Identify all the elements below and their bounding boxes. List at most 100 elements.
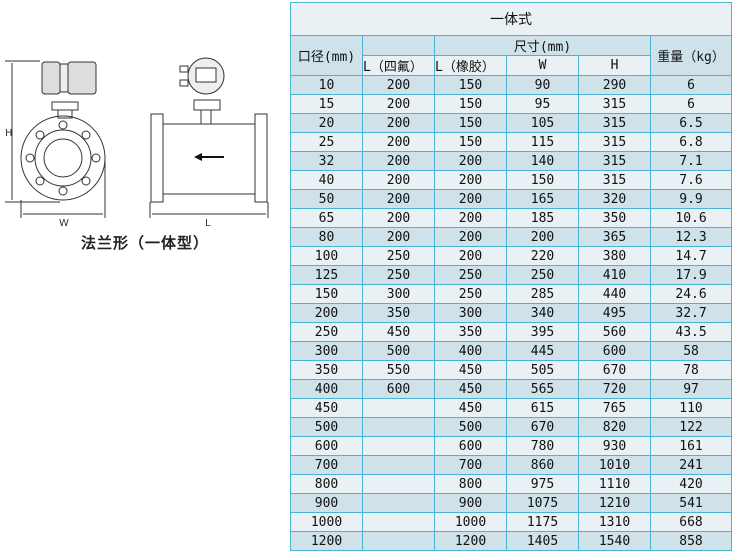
cell-l-rubber: 800 [434, 474, 507, 494]
cell-w: 185 [506, 208, 579, 228]
cell-l-rubber: 150 [434, 75, 507, 95]
cell-w: 1175 [506, 512, 579, 532]
header-h: H [578, 55, 651, 76]
cell-w: 1075 [506, 493, 579, 513]
cell-weight: 6.8 [649, 132, 733, 152]
cell-weight: 7.1 [649, 151, 733, 171]
header-weight: 重量（kg） [649, 35, 733, 76]
table-row: 500 500 670 820 122 [290, 417, 733, 437]
cell-w: 975 [506, 474, 579, 494]
cell-weight: 241 [649, 455, 733, 475]
cell-w: 1405 [506, 531, 579, 551]
cell-l-ptfe: 300 [362, 284, 435, 304]
cell-diameter: 25 [290, 132, 363, 152]
cell-l-rubber: 900 [434, 493, 507, 513]
cell-weight: 161 [649, 436, 733, 456]
cell-w: 285 [506, 284, 579, 304]
table-row: 700 700 860 1010 241 [290, 455, 733, 475]
cell-l-rubber: 400 [434, 341, 507, 361]
cell-weight: 14.7 [649, 246, 733, 266]
cell-h: 720 [578, 379, 651, 399]
cell-l-ptfe: 200 [362, 75, 435, 95]
cell-weight: 122 [649, 417, 733, 437]
cell-l-ptfe: 600 [362, 379, 435, 399]
flange-meter-diagram: H W L [5, 57, 269, 229]
dimension-table: 一体式 口径(mm) 尺寸(mm) 重量（kg） L（四氟） L（橡胶） W H… [289, 2, 733, 551]
cell-l-rubber: 200 [434, 151, 507, 171]
cell-weight: 6 [649, 94, 733, 114]
cell-diameter: 800 [290, 474, 363, 494]
cell-h: 1540 [578, 531, 651, 551]
cell-l-rubber: 250 [434, 284, 507, 304]
table-row: 800 800 975 1110 420 [290, 474, 733, 494]
cell-weight: 541 [649, 493, 733, 513]
cell-l-rubber: 450 [434, 360, 507, 380]
table-row: 20 200 150 105 315 6.5 [290, 113, 733, 133]
cell-diameter: 150 [290, 284, 363, 304]
cell-l-rubber: 200 [434, 189, 507, 209]
cell-h: 410 [578, 265, 651, 285]
cell-l-rubber: 600 [434, 436, 507, 456]
cell-diameter: 700 [290, 455, 363, 475]
table-row: 40 200 200 150 315 7.6 [290, 170, 733, 190]
cell-l-rubber: 250 [434, 265, 507, 285]
table-row: 50 200 200 165 320 9.9 [290, 189, 733, 209]
cell-w: 105 [506, 113, 579, 133]
cell-w: 200 [506, 227, 579, 247]
cell-diameter: 900 [290, 493, 363, 513]
cell-l-ptfe: 200 [362, 113, 435, 133]
table-row: 450 450 615 765 110 [290, 398, 733, 418]
cell-w: 615 [506, 398, 579, 418]
header-l-ptfe: L（四氟） [362, 55, 435, 76]
cell-weight: 58 [649, 341, 733, 361]
cell-l-ptfe: 350 [362, 303, 435, 323]
cell-l-ptfe: 250 [362, 265, 435, 285]
table-row: 150 300 250 285 440 24.6 [290, 284, 733, 304]
cell-h: 320 [578, 189, 651, 209]
table-row: 15 200 150 95 315 6 [290, 94, 733, 114]
cell-l-ptfe: 200 [362, 170, 435, 190]
cell-l-rubber: 200 [434, 170, 507, 190]
cell-h: 380 [578, 246, 651, 266]
cell-w: 140 [506, 151, 579, 171]
cell-l-rubber: 150 [434, 113, 507, 133]
header-size: 尺寸(mm) [434, 35, 651, 56]
cell-w: 445 [506, 341, 579, 361]
cell-diameter: 500 [290, 417, 363, 437]
cell-weight: 6 [649, 75, 733, 95]
cell-l-ptfe [362, 531, 435, 551]
cell-l-ptfe: 200 [362, 227, 435, 247]
cell-l-ptfe [362, 417, 435, 437]
cell-l-ptfe: 200 [362, 189, 435, 209]
cell-h: 930 [578, 436, 651, 456]
cell-weight: 17.9 [649, 265, 733, 285]
cell-l-rubber: 300 [434, 303, 507, 323]
cell-l-ptfe [362, 493, 435, 513]
cell-h: 820 [578, 417, 651, 437]
cell-diameter: 400 [290, 379, 363, 399]
table-row: 600 600 780 930 161 [290, 436, 733, 456]
cell-w: 395 [506, 322, 579, 342]
cell-w: 90 [506, 75, 579, 95]
cell-h: 440 [578, 284, 651, 304]
cell-diameter: 100 [290, 246, 363, 266]
cell-h: 350 [578, 208, 651, 228]
cell-diameter: 40 [290, 170, 363, 190]
table-row: 1000 1000 1175 1310 668 [290, 512, 733, 532]
cell-weight: 43.5 [649, 322, 733, 342]
cell-h: 315 [578, 151, 651, 171]
table-row: 1200 1200 1405 1540 858 [290, 531, 733, 551]
cell-w: 860 [506, 455, 579, 475]
cell-h: 365 [578, 227, 651, 247]
cell-h: 315 [578, 113, 651, 133]
cell-l-ptfe: 200 [362, 94, 435, 114]
cell-l-rubber: 450 [434, 398, 507, 418]
cell-diameter: 20 [290, 113, 363, 133]
table-row: 65 200 200 185 350 10.6 [290, 208, 733, 228]
cell-h: 1210 [578, 493, 651, 513]
cell-h: 315 [578, 94, 651, 114]
cell-weight: 420 [649, 474, 733, 494]
cell-l-rubber: 500 [434, 417, 507, 437]
cell-l-ptfe: 200 [362, 208, 435, 228]
cell-diameter: 65 [290, 208, 363, 228]
